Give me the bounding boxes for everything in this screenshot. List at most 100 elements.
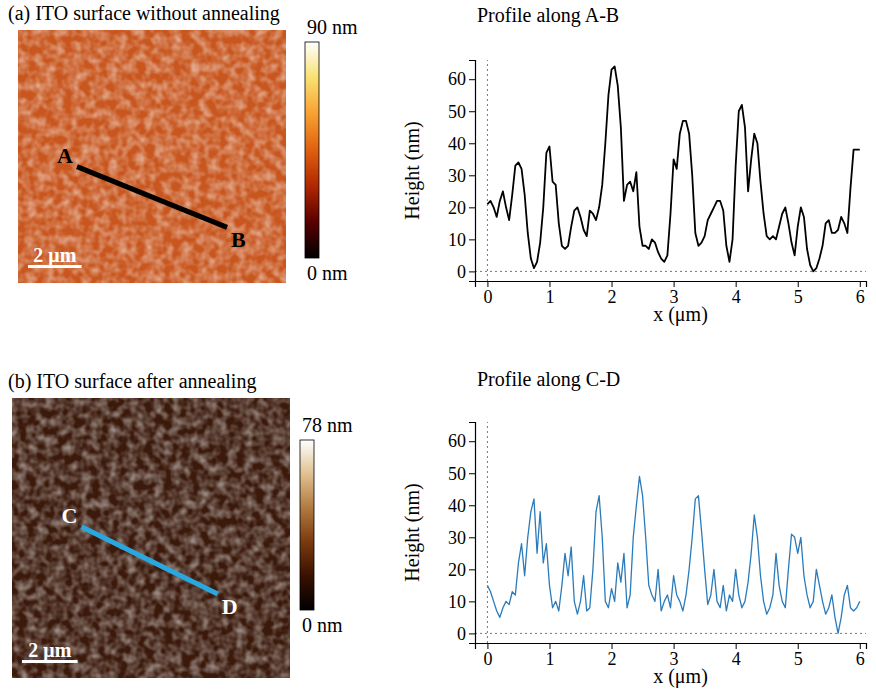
plot-area bbox=[475, 60, 866, 281]
profile-line bbox=[487, 476, 859, 633]
afm-texture bbox=[18, 30, 286, 283]
image-panel: (b) ITO surface after annealingCD2 μm78 … bbox=[8, 370, 353, 678]
y-tick-label: 10 bbox=[448, 230, 466, 250]
profile-panel: Profile along C-D01234560102030405060x (… bbox=[401, 368, 867, 688]
y-tick: 0 bbox=[457, 624, 475, 644]
y-tick-mark bbox=[469, 633, 475, 634]
zero-line-h bbox=[475, 633, 866, 634]
x-tick-label: 5 bbox=[794, 287, 803, 307]
color-bar-label: 0 nm bbox=[307, 262, 348, 284]
y-tick: 60 bbox=[448, 431, 475, 451]
y-tick: 10 bbox=[448, 230, 475, 250]
x-tick-label: 6 bbox=[856, 287, 865, 307]
y-tick-label: 50 bbox=[448, 102, 466, 122]
color-bar bbox=[300, 440, 314, 610]
y-tick: 10 bbox=[448, 592, 475, 612]
x-tick-label: 0 bbox=[483, 287, 492, 307]
afm-image bbox=[12, 398, 290, 678]
y-tick: 40 bbox=[448, 134, 475, 154]
x-tick-label: 4 bbox=[732, 287, 741, 307]
x-tick: 6 bbox=[856, 281, 865, 307]
x-tick: 1 bbox=[545, 281, 554, 307]
x-tick-label: 1 bbox=[545, 649, 554, 669]
y-tick: 60 bbox=[448, 69, 475, 89]
y-axis-title: Height (nm) bbox=[401, 121, 424, 219]
y-tick-label: 30 bbox=[448, 166, 466, 186]
y-tick-label: 60 bbox=[448, 69, 466, 89]
y-tick-mark bbox=[469, 79, 475, 80]
y-tick-label: 20 bbox=[448, 560, 466, 580]
y-tick-mark bbox=[469, 601, 475, 602]
x-tick: 1 bbox=[545, 643, 554, 669]
x-tick-label: 1 bbox=[545, 287, 554, 307]
y-tick-mark bbox=[469, 473, 475, 474]
x-tick: 5 bbox=[794, 643, 803, 669]
y-tick-mark bbox=[469, 441, 475, 442]
zero-line-h bbox=[475, 271, 866, 272]
x-tick: 0 bbox=[483, 281, 492, 307]
y-tick: 50 bbox=[448, 102, 475, 122]
x-tick: 4 bbox=[732, 643, 741, 669]
y-tick: 20 bbox=[448, 198, 475, 218]
zero-line-v bbox=[487, 422, 488, 643]
profile-line bbox=[487, 66, 859, 271]
y-tick-mark bbox=[469, 537, 475, 538]
scan-line bbox=[82, 527, 218, 594]
x-tick: 2 bbox=[608, 281, 617, 307]
panel-title: (a) ITO surface without annealing bbox=[8, 2, 280, 25]
y-tick-label: 40 bbox=[448, 134, 466, 154]
x-tick: 2 bbox=[608, 643, 617, 669]
plot-area bbox=[475, 422, 866, 643]
x-tick: 0 bbox=[483, 643, 492, 669]
y-tick-label: 40 bbox=[448, 496, 466, 516]
scan-end-label: D bbox=[222, 594, 238, 619]
y-axis: 0 10 20 30 40 50 60 bbox=[448, 423, 476, 644]
panel-title: Profile along A-B bbox=[477, 4, 619, 27]
y-tick-label: 20 bbox=[448, 198, 466, 218]
color-bar bbox=[305, 42, 319, 258]
y-axis-title: Height (nm) bbox=[401, 483, 424, 581]
x-tick: 5 bbox=[794, 281, 803, 307]
y-tick-mark bbox=[469, 111, 475, 112]
x-tick-label: 2 bbox=[608, 287, 617, 307]
y-tick: 30 bbox=[448, 528, 475, 548]
y-tick-label: 50 bbox=[448, 464, 466, 484]
scale-bar-label: 2 μm bbox=[33, 244, 76, 267]
x-tick: 6 bbox=[856, 643, 865, 669]
y-axis-line bbox=[469, 61, 476, 282]
y-tick: 30 bbox=[448, 166, 475, 186]
afm-image bbox=[18, 30, 286, 283]
y-tick: 40 bbox=[448, 496, 475, 516]
y-tick: 50 bbox=[448, 464, 475, 484]
y-tick-label: 30 bbox=[448, 528, 466, 548]
y-tick-mark bbox=[469, 207, 475, 208]
y-tick-mark bbox=[469, 239, 475, 240]
y-tick-mark bbox=[469, 271, 475, 272]
x-tick: 4 bbox=[732, 281, 741, 307]
y-tick-mark bbox=[469, 569, 475, 570]
y-tick-label: 0 bbox=[457, 262, 466, 282]
y-tick-mark bbox=[469, 175, 475, 176]
color-bar-label: 78 nm bbox=[302, 414, 353, 436]
y-tick-label: 10 bbox=[448, 592, 466, 612]
y-axis-line bbox=[469, 423, 476, 644]
y-axis: 0 10 20 30 40 50 60 bbox=[448, 61, 476, 282]
figure: (a) ITO surface without annealingAB2 μm9… bbox=[0, 0, 876, 697]
scale-bar-label: 2 μm bbox=[28, 639, 71, 662]
scan-start-label: A bbox=[57, 143, 73, 168]
y-tick-label: 60 bbox=[448, 431, 466, 451]
color-bar-label: 90 nm bbox=[307, 16, 358, 38]
zero-line-v bbox=[487, 60, 488, 281]
profile-panel: Profile along A-B01234560102030405060x (… bbox=[401, 4, 867, 326]
x-tick-label: 2 bbox=[608, 649, 617, 669]
x-tick-label: 4 bbox=[732, 649, 741, 669]
scan-line bbox=[77, 167, 227, 228]
y-tick: 0 bbox=[457, 262, 475, 282]
x-axis-title: x (μm) bbox=[653, 303, 708, 326]
x-axis-title: x (μm) bbox=[653, 665, 708, 688]
afm-texture bbox=[12, 398, 290, 678]
image-panel: (a) ITO surface without annealingAB2 μm9… bbox=[8, 2, 358, 284]
panel-title: (b) ITO surface after annealing bbox=[8, 370, 256, 393]
x-tick-label: 6 bbox=[856, 649, 865, 669]
y-tick: 20 bbox=[448, 560, 475, 580]
